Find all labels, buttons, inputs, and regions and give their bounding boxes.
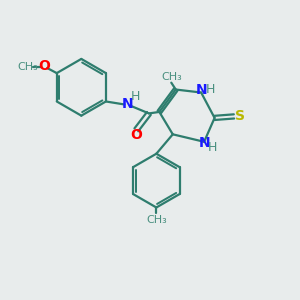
Text: CH₃: CH₃ [161, 72, 182, 82]
Text: N: N [199, 136, 211, 150]
Text: O: O [130, 128, 142, 142]
Text: O: O [38, 59, 50, 73]
Text: H: H [208, 141, 217, 154]
Text: N: N [196, 82, 208, 97]
Text: CH₃: CH₃ [146, 215, 167, 225]
Text: S: S [235, 110, 245, 123]
Text: N: N [122, 98, 133, 112]
Text: CH₃: CH₃ [17, 61, 38, 71]
Text: H: H [131, 90, 140, 103]
Text: H: H [206, 83, 215, 96]
